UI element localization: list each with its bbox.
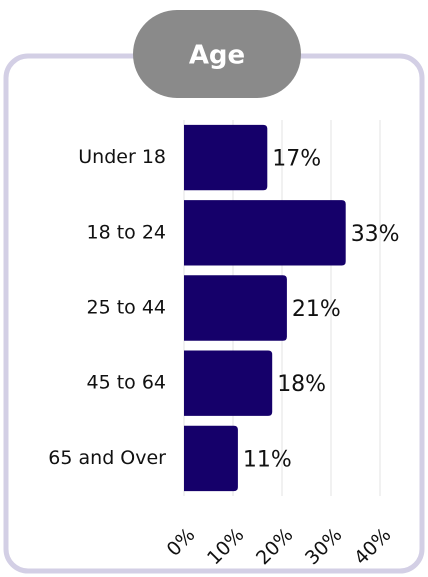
bar	[184, 200, 346, 266]
value-label: 17%	[272, 147, 321, 172]
bar	[184, 275, 287, 341]
bar	[184, 425, 238, 492]
title-pill	[133, 10, 301, 98]
y-tick-label: 45 to 64	[86, 372, 166, 394]
y-tick-label: 65 and Over	[48, 447, 166, 469]
value-label: 18%	[277, 372, 326, 397]
bar	[184, 350, 273, 416]
value-label: 21%	[292, 297, 341, 322]
bar	[183, 124, 268, 191]
y-tick-label: 25 to 44	[86, 297, 166, 319]
chart-title: Age	[189, 41, 245, 71]
value-label: 33%	[351, 222, 400, 247]
y-tick-label: Under 18	[78, 146, 166, 168]
value-label: 11%	[243, 447, 292, 472]
y-tick-label: 18 to 24	[86, 221, 166, 243]
